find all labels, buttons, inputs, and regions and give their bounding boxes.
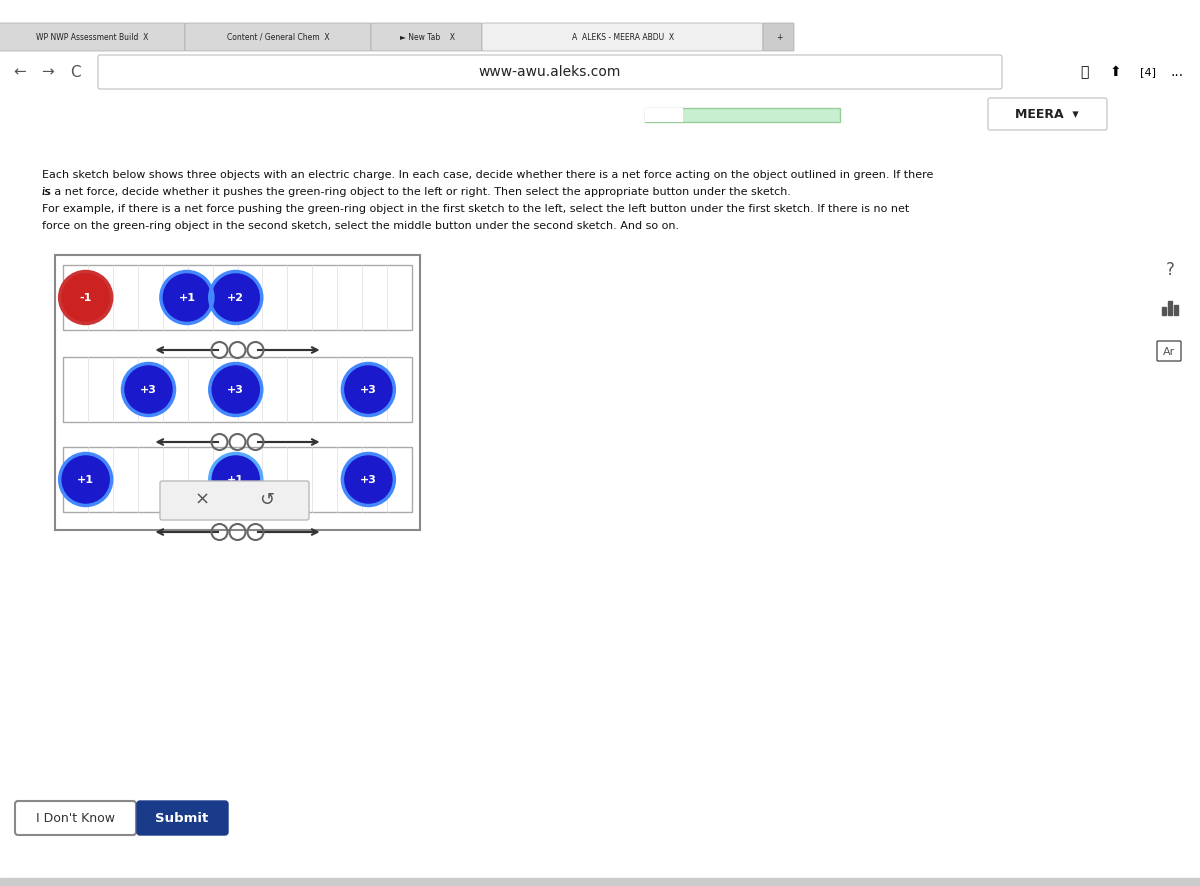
FancyBboxPatch shape [137, 801, 228, 835]
Text: Content / General Chem  X: Content / General Chem X [227, 33, 330, 42]
Text: force on the green-ring object in the second sketch, select the middle button un: force on the green-ring object in the se… [42, 221, 679, 231]
Text: Submit: Submit [155, 812, 209, 825]
Text: www-awu.aleks.com: www-awu.aleks.com [479, 65, 622, 79]
FancyBboxPatch shape [160, 481, 310, 520]
Bar [0, 0, 1200, 137]
Circle shape [60, 271, 112, 323]
Text: +3: +3 [360, 475, 377, 485]
Bar [1162, 307, 1166, 315]
Text: ► New Tab    X: ► New Tab X [400, 33, 455, 42]
Circle shape [342, 363, 395, 416]
Bar [55, 255, 420, 530]
Text: +3: +3 [140, 385, 157, 394]
Bar [64, 265, 412, 330]
Text: -1: -1 [79, 292, 92, 302]
Circle shape [210, 363, 262, 416]
Bar [64, 357, 412, 422]
Circle shape [161, 271, 212, 323]
Text: 🎤: 🎤 [1080, 65, 1088, 79]
FancyBboxPatch shape [14, 801, 136, 835]
Bar [0, 92, 1200, 137]
FancyBboxPatch shape [371, 23, 482, 51]
FancyBboxPatch shape [98, 55, 1002, 89]
FancyBboxPatch shape [763, 23, 794, 51]
FancyBboxPatch shape [988, 98, 1108, 130]
FancyBboxPatch shape [185, 23, 371, 51]
Text: ↺: ↺ [259, 491, 275, 509]
Circle shape [60, 454, 112, 506]
Text: @ 42%: @ 42% [1158, 6, 1190, 15]
Bar [64, 447, 412, 512]
Circle shape [122, 363, 174, 416]
Bar [0, 0, 1200, 22]
Circle shape [210, 454, 262, 506]
Text: ×: × [194, 491, 210, 509]
Text: +3: +3 [227, 385, 244, 394]
Text: WP NWP Assessment Build  X: WP NWP Assessment Build X [36, 33, 149, 42]
Text: Each sketch below shows three objects with an electric charge. In each case, dec: Each sketch below shows three objects wi… [42, 170, 934, 180]
Text: Question 5: Question 5 [55, 115, 131, 128]
Text: is a net force, decide whether it pushes the green-ring object to the left or ri: is a net force, decide whether it pushes… [42, 187, 791, 197]
Bar [1174, 305, 1178, 315]
Circle shape [342, 454, 395, 506]
Text: A  ALEKS - MEERA ABDU  X: A ALEKS - MEERA ABDU X [572, 33, 674, 42]
Text: For example, if there is a net force pushing the green-ring object in the first : For example, if there is a net force pus… [42, 204, 910, 214]
FancyBboxPatch shape [1157, 341, 1181, 361]
FancyBboxPatch shape [0, 23, 185, 51]
Text: 8:23 PM  Thu May 30: 8:23 PM Thu May 30 [8, 6, 102, 15]
Text: [4]: [4] [1140, 67, 1156, 77]
Text: ...: ... [1170, 65, 1183, 79]
Text: +1: +1 [179, 292, 196, 302]
Text: Initial Knowledge Check: Initial Knowledge Check [55, 101, 180, 111]
Bar [0, 22, 1200, 52]
Bar [0, 878, 1200, 886]
Text: C: C [70, 65, 80, 80]
Text: +1: +1 [227, 475, 245, 485]
Bar [646, 108, 683, 122]
Text: ⬆: ⬆ [1110, 65, 1122, 79]
Text: Ar: Ar [1163, 347, 1175, 357]
Circle shape [210, 271, 262, 323]
Text: +3: +3 [360, 385, 377, 394]
Text: ←: ← [13, 65, 26, 80]
Text: +1: +1 [77, 475, 94, 485]
FancyBboxPatch shape [482, 23, 763, 51]
Text: MEERA  ▾: MEERA ▾ [1015, 107, 1079, 120]
Bar [0, 52, 1200, 92]
Bar [0, 137, 1200, 886]
Text: +: + [776, 33, 782, 42]
Bar [646, 108, 840, 122]
Text: is: is [42, 187, 50, 197]
Bar [1168, 301, 1172, 315]
Text: I Don't Know: I Don't Know [36, 812, 114, 825]
Text: ?: ? [1165, 261, 1175, 279]
Text: →: → [42, 65, 54, 80]
Text: +2: +2 [227, 292, 245, 302]
